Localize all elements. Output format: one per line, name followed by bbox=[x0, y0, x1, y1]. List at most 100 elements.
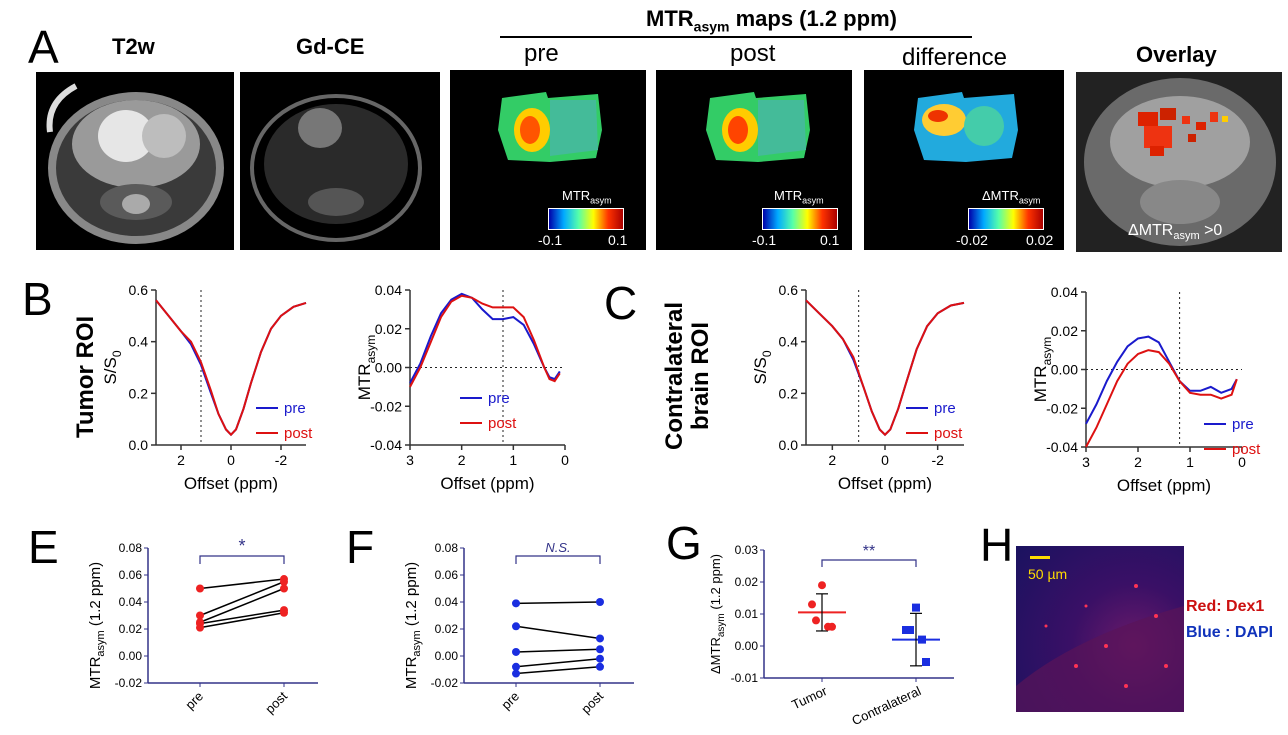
x-axis-label: Offset (ppm) bbox=[440, 474, 534, 493]
contra-roi-line1: Contralateral bbox=[661, 301, 688, 450]
y-tick-label: 0.02 bbox=[735, 575, 759, 589]
data-point-post bbox=[596, 598, 604, 606]
y-tick-label: 0.06 bbox=[435, 568, 459, 582]
x-tick-label: 2 bbox=[177, 452, 185, 468]
y-axis-label-main: S/S bbox=[101, 357, 120, 384]
data-point-post bbox=[596, 645, 604, 654]
panel-label-f: F bbox=[346, 521, 375, 573]
cbar-diff-label-main: ΔMTR bbox=[982, 188, 1019, 203]
cbar-post-min: -0.1 bbox=[752, 232, 777, 248]
data-point-pre bbox=[512, 669, 520, 678]
cbar-post-max: 0.1 bbox=[820, 232, 840, 248]
pair-line bbox=[199, 581, 285, 617]
data-point-pre bbox=[196, 623, 204, 632]
contra-roi-label: Contralateral brain ROI bbox=[661, 301, 714, 450]
overlay-label-main: ΔMTR bbox=[1128, 222, 1174, 239]
x-tick-label: pre bbox=[182, 689, 206, 713]
mtr-difference-map-drawing bbox=[914, 92, 1018, 162]
chart-g-delta-mtr: -0.01 0.00 0.01 0.02 0.03 Tumor Contralateral Δ… bbox=[708, 543, 954, 728]
t2w-mri-drawing bbox=[46, 83, 224, 244]
col-label-post: post bbox=[730, 40, 776, 67]
x-axis-label: Offset (ppm) bbox=[184, 474, 278, 493]
y-tick-label: -0.02 bbox=[115, 676, 143, 690]
t2w-mri-image bbox=[36, 72, 234, 250]
data-point-post bbox=[280, 577, 288, 586]
panel-label-a: A bbox=[28, 21, 59, 73]
pair-line bbox=[199, 587, 285, 623]
x-tick-label: 0 bbox=[1238, 454, 1246, 470]
x-tick-label: 2 bbox=[458, 452, 466, 468]
y-tick-label: 0.02 bbox=[119, 622, 143, 636]
group-title-sub: asym bbox=[693, 18, 730, 35]
y-tick-label: -0.02 bbox=[1046, 400, 1078, 416]
data-point-tumor bbox=[828, 622, 836, 631]
y-tick-label: -0.04 bbox=[370, 437, 402, 453]
chart-b-mtr-asym: -0.04 -0.02 0.00 0.02 0.04 3 2 1 0 Offset (ppm) MT… bbox=[355, 282, 569, 493]
x-tick-label: 0 bbox=[227, 452, 235, 468]
data-point-pre bbox=[512, 599, 520, 608]
significance-bracket bbox=[199, 555, 285, 564]
y-tick-label: 0.04 bbox=[375, 282, 402, 298]
cbar-post-label-main: MTR bbox=[774, 188, 803, 203]
data-point-contralateral bbox=[922, 658, 930, 666]
series-line-post bbox=[409, 294, 561, 388]
y-axis-label-part: asym bbox=[716, 613, 727, 637]
y-axis-label-part: ΔMTR bbox=[708, 637, 723, 674]
data-point-pre bbox=[196, 584, 204, 593]
group-title-rest: maps (1.2 ppm) bbox=[729, 6, 897, 31]
y-axis-label-part: MTR bbox=[87, 656, 104, 689]
legend-label-pre: pre bbox=[284, 400, 306, 417]
y-tick-label: -0.04 bbox=[1046, 439, 1078, 455]
x-tick-label: -2 bbox=[275, 452, 288, 468]
y-axis-label-part: (1.2 ppm) bbox=[403, 562, 420, 630]
col-label-difference: difference bbox=[902, 44, 1007, 71]
y-axis-label-part: asym bbox=[411, 630, 423, 656]
cbar-pre-label-sub: asym bbox=[590, 195, 612, 206]
colorbar-pre bbox=[548, 208, 624, 230]
data-point-pre bbox=[512, 662, 520, 671]
y-tick-label: 0.06 bbox=[119, 568, 143, 582]
y-axis-label: MTRasym (1.2 ppm) bbox=[87, 562, 107, 689]
gd-ce-mri-image bbox=[240, 72, 440, 250]
mtr-difference-map: ΔMTRasym -0.02 0.02 bbox=[864, 70, 1064, 250]
colorbar-diff bbox=[968, 208, 1044, 230]
pair-line bbox=[515, 648, 601, 653]
significance-label: ** bbox=[863, 543, 875, 560]
data-point-pre bbox=[512, 622, 520, 631]
y-tick-label: 0.08 bbox=[435, 541, 459, 555]
data-point-post bbox=[596, 654, 604, 663]
x-tick-label: post bbox=[262, 688, 290, 716]
legend-red-name: : Dex1 bbox=[1216, 598, 1265, 615]
significance-bracket bbox=[515, 555, 601, 564]
data-point-contralateral bbox=[906, 626, 914, 634]
y-tick-label: 0.00 bbox=[735, 639, 759, 653]
data-point-tumor bbox=[818, 581, 826, 590]
mtr-post-map: MTRasym -0.1 0.1 bbox=[656, 70, 852, 250]
cbar-post-label-sub: asym bbox=[802, 195, 824, 206]
data-point-contralateral bbox=[918, 635, 926, 644]
series-line-post bbox=[1085, 349, 1238, 448]
y-tick-label: 0.6 bbox=[779, 282, 799, 298]
series-line-post bbox=[805, 299, 965, 437]
legend-red: Red: Dex1 bbox=[1186, 598, 1264, 616]
y-axis-label-sub: 0 bbox=[760, 350, 774, 357]
data-point-pre bbox=[512, 647, 520, 656]
y-axis-label-sub: asym bbox=[364, 335, 378, 364]
pair-line bbox=[199, 612, 285, 629]
cbar-pre-max: 0.1 bbox=[608, 232, 628, 248]
y-tick-label: 0.04 bbox=[119, 595, 143, 609]
overlay-image: ΔMTRasym >0 bbox=[1076, 72, 1282, 252]
gd-ce-mri-drawing bbox=[250, 94, 422, 242]
x-tick-label: 2 bbox=[828, 452, 836, 468]
y-tick-label: 0.2 bbox=[129, 385, 149, 401]
cbar-pre-label-main: MTR bbox=[562, 188, 591, 203]
x-tick-label: 3 bbox=[1082, 454, 1090, 470]
chart-c-mtr-asym: -0.04 -0.02 0.00 0.02 0.04 3 2 1 0 Offset (ppm) MT… bbox=[1031, 284, 1261, 495]
x-tick-label: 0 bbox=[881, 452, 889, 468]
series-line-pre bbox=[1085, 335, 1238, 425]
mtr-maps-group-title: MTRasym maps (1.2 ppm) bbox=[646, 6, 897, 34]
x-tick-label: post bbox=[578, 688, 606, 716]
overlay-label: ΔMTRasym >0 bbox=[1128, 222, 1222, 242]
